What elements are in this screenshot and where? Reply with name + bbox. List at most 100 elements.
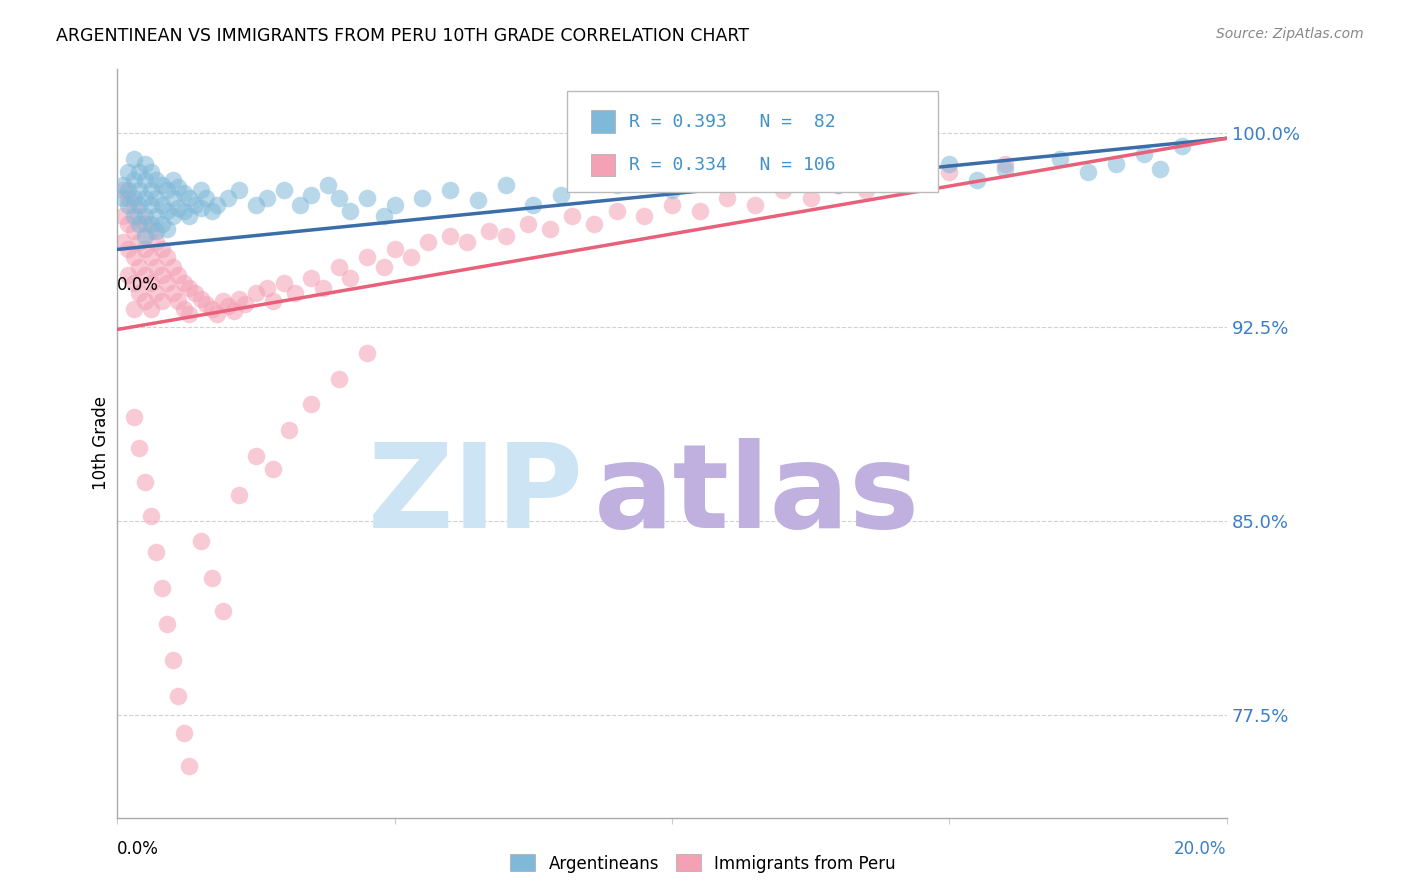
Point: [217, 191, 239, 205]
Point: [966, 172, 988, 186]
Point: [201, 203, 224, 218]
Point: [145, 191, 167, 205]
Text: 20.0%: 20.0%: [1174, 840, 1227, 858]
Point: [139, 508, 162, 523]
Point: [256, 191, 278, 205]
Point: [195, 191, 218, 205]
Point: [117, 243, 139, 257]
Point: [190, 183, 212, 197]
Point: [356, 191, 378, 205]
Point: [162, 209, 184, 223]
Point: [538, 221, 561, 235]
Y-axis label: 10th Grade: 10th Grade: [93, 396, 110, 491]
Point: [173, 203, 195, 218]
Point: [994, 157, 1017, 171]
Point: [145, 260, 167, 275]
Point: [117, 183, 139, 197]
Point: [522, 198, 544, 212]
Point: [145, 209, 167, 223]
Point: [633, 165, 655, 179]
Point: [179, 759, 201, 773]
Point: [150, 268, 173, 283]
Point: [173, 276, 195, 290]
Point: [328, 260, 350, 275]
Point: [190, 534, 212, 549]
Point: [606, 203, 628, 218]
Point: [111, 191, 134, 205]
Point: [179, 307, 201, 321]
Text: ARGENTINEAN VS IMMIGRANTS FROM PERU 10TH GRADE CORRELATION CHART: ARGENTINEAN VS IMMIGRANTS FROM PERU 10TH…: [56, 27, 749, 45]
Point: [373, 209, 395, 223]
Point: [117, 165, 139, 179]
Point: [744, 198, 766, 212]
Point: [190, 201, 212, 215]
Point: [122, 276, 145, 290]
Point: [122, 301, 145, 316]
Point: [384, 198, 406, 212]
Point: [134, 209, 156, 223]
Point: [156, 276, 179, 290]
Point: [661, 183, 683, 197]
Point: [122, 152, 145, 166]
Point: [128, 286, 150, 301]
Point: [495, 178, 517, 192]
Point: [561, 209, 583, 223]
Point: [1171, 139, 1194, 153]
Point: [128, 165, 150, 179]
Point: [122, 172, 145, 186]
Point: [139, 217, 162, 231]
Point: [938, 157, 960, 171]
Point: [228, 488, 250, 502]
Point: [122, 198, 145, 212]
Point: [800, 191, 823, 205]
Point: [111, 235, 134, 249]
Point: [156, 221, 179, 235]
Point: [439, 183, 461, 197]
Point: [938, 165, 960, 179]
Point: [284, 286, 307, 301]
Point: [145, 545, 167, 559]
Point: [339, 270, 361, 285]
Point: [117, 198, 139, 212]
Point: [827, 178, 849, 192]
Point: [883, 165, 905, 179]
FancyBboxPatch shape: [567, 91, 938, 192]
Text: Source: ZipAtlas.com: Source: ZipAtlas.com: [1216, 27, 1364, 41]
Point: [290, 198, 312, 212]
Point: [128, 442, 150, 456]
Point: [139, 224, 162, 238]
Point: [139, 198, 162, 212]
Point: [134, 268, 156, 283]
Point: [716, 172, 738, 186]
Point: [111, 209, 134, 223]
Point: [184, 198, 207, 212]
Point: [162, 260, 184, 275]
Point: [228, 292, 250, 306]
Bar: [591, 111, 616, 133]
Point: [273, 276, 295, 290]
Point: [179, 281, 201, 295]
Point: [439, 229, 461, 244]
Point: [328, 191, 350, 205]
Point: [150, 243, 173, 257]
Point: [633, 209, 655, 223]
Point: [122, 224, 145, 238]
Point: [661, 198, 683, 212]
Point: [994, 162, 1017, 177]
Point: [301, 270, 323, 285]
Point: [716, 191, 738, 205]
Point: [128, 198, 150, 212]
Point: [1105, 157, 1128, 171]
Point: [384, 243, 406, 257]
Point: [150, 178, 173, 192]
Text: ZIP: ZIP: [367, 438, 583, 553]
Point: [122, 410, 145, 425]
Point: [111, 183, 134, 197]
Point: [162, 172, 184, 186]
Point: [1077, 165, 1099, 179]
Point: [156, 183, 179, 197]
Point: [827, 178, 849, 192]
Bar: [591, 153, 616, 176]
Point: [179, 191, 201, 205]
Point: [128, 235, 150, 249]
